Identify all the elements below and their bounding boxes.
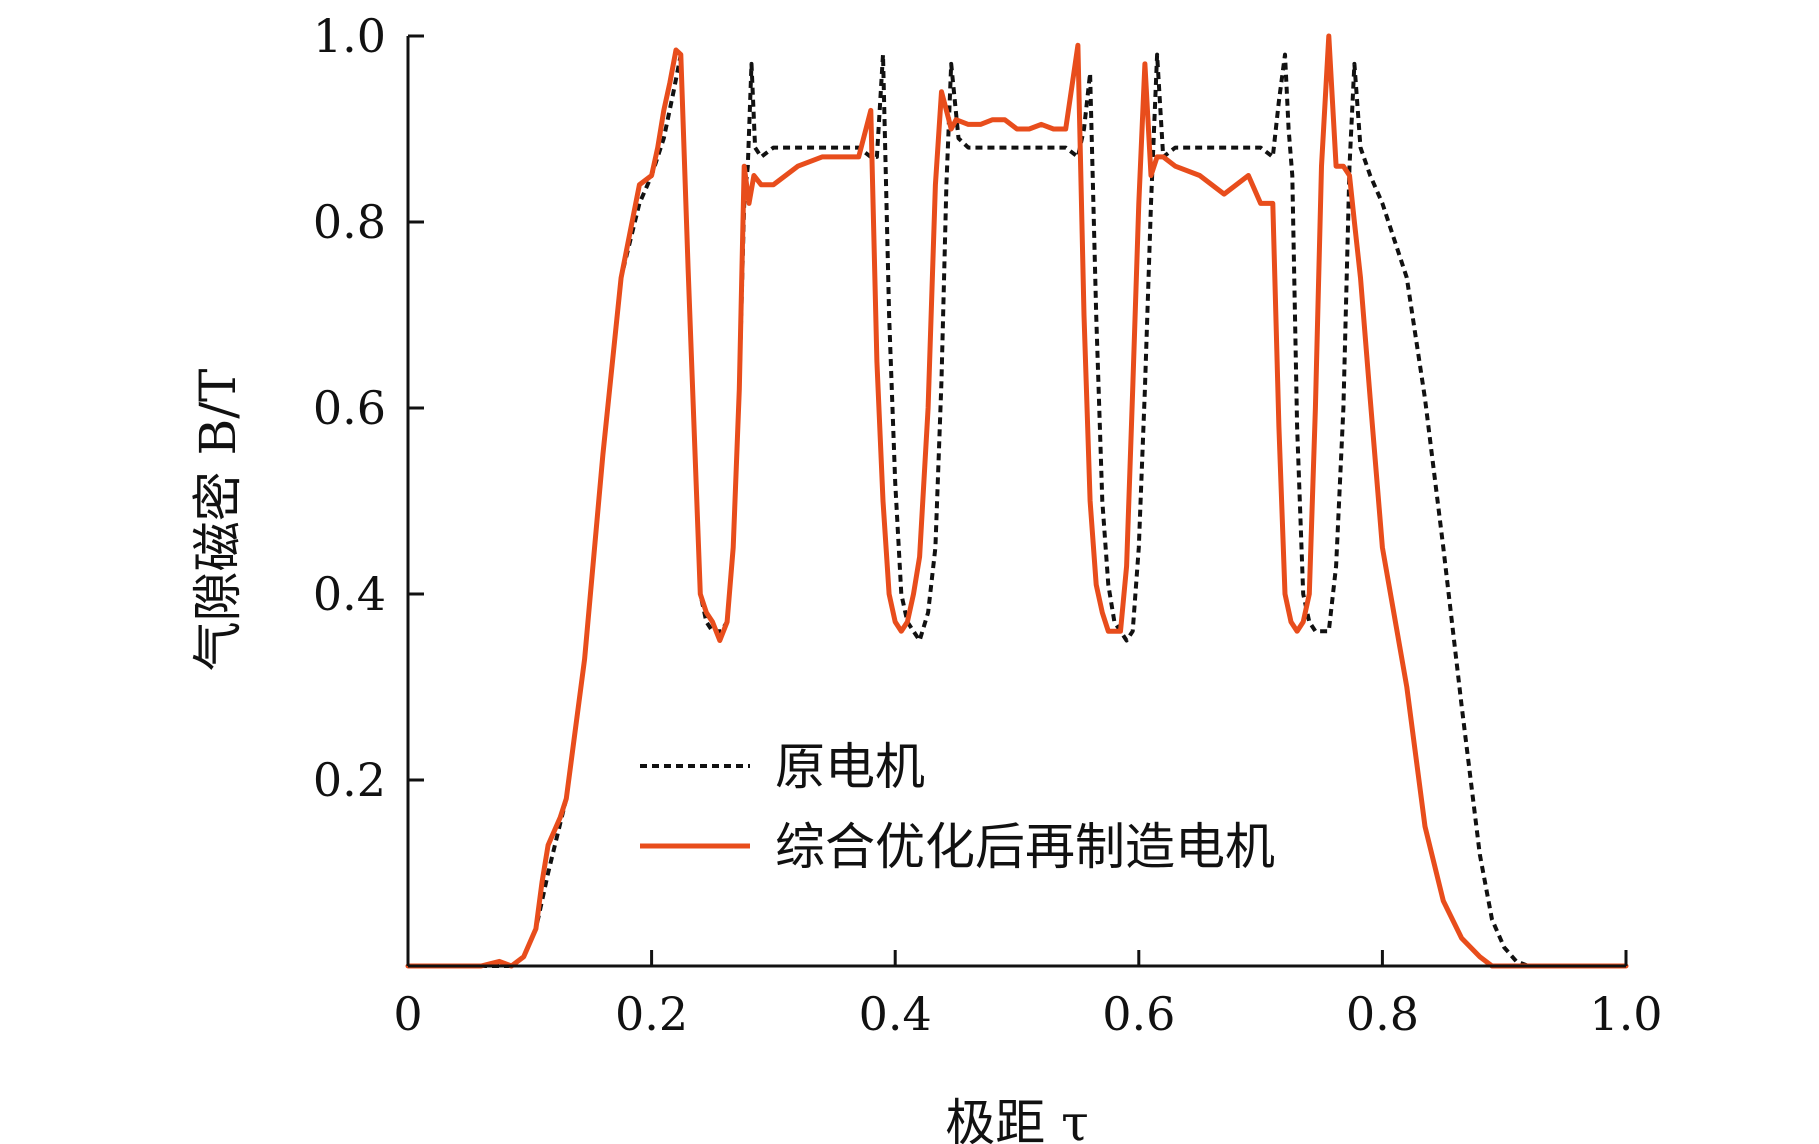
x-tick-label: 1.0	[1589, 987, 1662, 1041]
x-axis-title: 极距 τ	[945, 1094, 1089, 1144]
y-tick-label: 0.8	[313, 195, 386, 249]
x-tick-label: 0.2	[615, 987, 688, 1041]
x-tick-label: 0.4	[859, 987, 932, 1041]
y-tick-label: 1.0	[313, 9, 386, 63]
x-tick-label: 0	[393, 987, 422, 1041]
y-tick-label: 0.4	[313, 567, 386, 621]
series-line-1	[405, 33, 1629, 969]
x-tick-label: 0.8	[1346, 987, 1419, 1041]
y-axis-title: 气隙磁密 B/T	[189, 369, 247, 672]
legend-label-0: 原电机	[775, 738, 925, 796]
y-tick-label: 0.6	[313, 381, 386, 435]
x-ticks: 0 0.2 0.4 0.6 0.8 1.0	[393, 950, 1663, 1041]
axes-layer	[406, 36, 1626, 968]
y-ticks: 0.2 0.4 0.6 0.8 1.0	[313, 9, 424, 807]
x-tick-label: 0.6	[1102, 987, 1175, 1041]
y-tick-label: 0.2	[313, 753, 386, 807]
series-layer	[405, 33, 1629, 969]
legend-label-1: 综合优化后再制造电机	[775, 818, 1275, 876]
